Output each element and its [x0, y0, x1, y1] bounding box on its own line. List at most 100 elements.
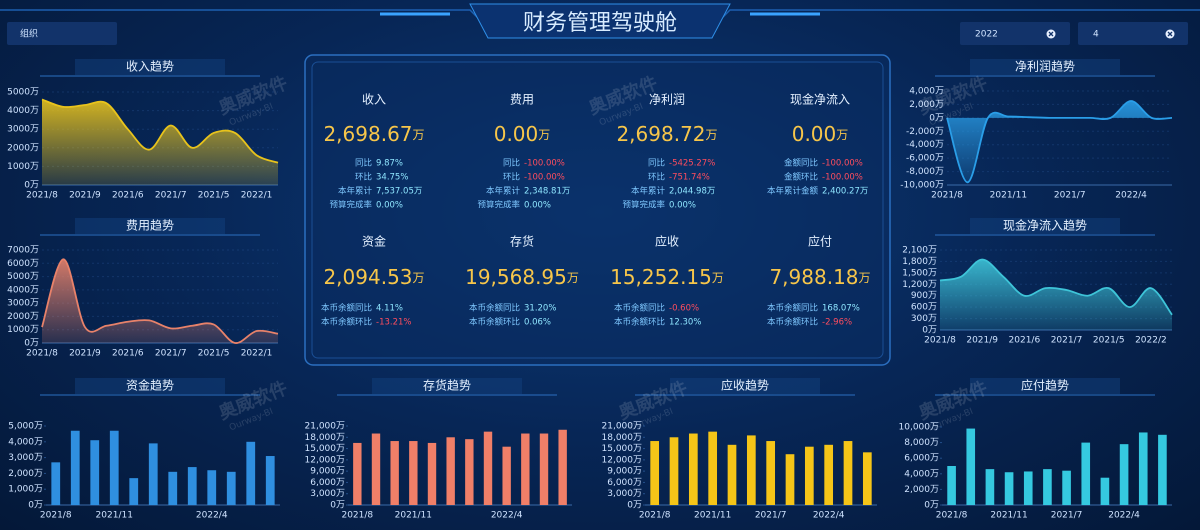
y-tick-label: 9,000万 — [310, 467, 345, 477]
kpi-detail-value: -13.21% — [376, 318, 411, 328]
kpi-detail-label: 同比 — [503, 158, 520, 169]
y-tick-label: 6,000万 — [607, 478, 642, 488]
bar — [947, 466, 956, 505]
bar — [824, 444, 834, 505]
kpi-unit: 万 — [538, 128, 550, 142]
kpi-number: 2,698.72 — [616, 122, 705, 146]
kpi-detail-value: 0.00% — [524, 201, 551, 211]
x-tick-label: 2021/7 — [1051, 511, 1083, 521]
kpi-detail-value: 4.11% — [376, 304, 403, 314]
chart-title-bar — [970, 378, 1120, 394]
bar — [390, 441, 399, 505]
month-filter-value[interactable]: 4 — [1093, 30, 1099, 40]
chart-title: 净利润趋势 — [1015, 60, 1075, 74]
x-tick-label: 2022/1 — [241, 191, 273, 201]
chart-title-bar — [75, 59, 225, 75]
y-tick-label: 3,000万 — [310, 489, 345, 499]
y-tick-label: 300万 — [911, 314, 937, 324]
bar — [843, 441, 853, 505]
kpi-detail-value: 2,044.98万 — [669, 187, 715, 197]
x-tick-label: 2022/4 — [813, 511, 845, 521]
kpi-number: 2,094.53 — [323, 265, 412, 289]
bar — [187, 467, 197, 505]
kpi-value: 7,988.18万 — [769, 265, 870, 289]
chart-title-bar — [970, 218, 1120, 234]
chart: 净利润趋势 -10,000万 -8,000万 -6,000万 -4,000万 -2,000… — [900, 59, 1173, 201]
x-tick-label: 2021/7 — [1051, 336, 1083, 346]
y-tick-label: 2,000万 — [8, 469, 43, 479]
kpi-detail-label: 金额环比 — [784, 172, 818, 183]
line — [41, 98, 279, 164]
x-tick-label: 2021/5 — [198, 349, 230, 359]
bar — [766, 441, 776, 505]
chart-title-bar — [372, 378, 522, 394]
bar — [708, 431, 718, 505]
chart-title-bar — [970, 59, 1120, 75]
y-tick-label: 1000万 — [7, 325, 39, 335]
kpi-value: 2,698.72万 — [616, 122, 717, 146]
org-filter[interactable] — [7, 22, 117, 45]
bar — [669, 437, 679, 505]
org-filter-label[interactable]: 组织 — [20, 28, 38, 40]
bar — [265, 456, 275, 505]
y-tick-label: 0万 — [627, 501, 642, 511]
x-tick-label: 2021/11 — [990, 191, 1027, 201]
bar — [966, 428, 976, 505]
kpi-unit: 万 — [712, 271, 724, 285]
kpi-detail-value: -100.00% — [822, 159, 863, 169]
header-plate — [469, 3, 731, 39]
chart-title: 存货趋势 — [423, 378, 471, 393]
kpi-detail-value: 0.06% — [524, 318, 551, 328]
kpi-detail-value: -100.00% — [822, 173, 863, 183]
bar — [1062, 470, 1071, 505]
y-tick-label: 2,000万 — [904, 485, 939, 495]
kpi-detail-label: 本币余额同比 — [614, 303, 665, 314]
month-filter[interactable] — [1078, 22, 1188, 45]
kpi-detail-value: 31.20% — [524, 304, 556, 314]
x-tick-label: 2022/1 — [241, 349, 273, 359]
x-tick-label: 2021/11 — [395, 511, 432, 521]
x-tick-label: 2022/4 — [196, 511, 228, 521]
year-filter[interactable] — [960, 22, 1070, 45]
chart: 费用趋势 0万 1000万 2000万 3000万 4000万 5000万 6000万 7000… — [7, 218, 279, 359]
bar — [521, 433, 530, 505]
y-tick-label: 5000万 — [7, 272, 39, 282]
kpi-name: 收入 — [362, 93, 386, 107]
y-tick-label: 4,000万 — [8, 437, 43, 447]
year-filter-value[interactable]: 2022 — [975, 30, 998, 40]
bar — [446, 437, 455, 505]
y-tick-label: 21,000万 — [602, 422, 643, 432]
bar — [1138, 432, 1148, 505]
y-tick-label: 0万 — [924, 501, 939, 511]
bar — [70, 430, 80, 505]
y-tick-label: 0万 — [330, 501, 345, 511]
bar — [502, 446, 511, 505]
bar — [409, 441, 418, 505]
kpi-value: 15,252.15万 — [610, 265, 724, 289]
x-tick-label: 2021/9 — [69, 349, 101, 359]
y-tick-label: 1000万 — [7, 162, 39, 172]
y-tick-label: 2,100万 — [902, 246, 937, 256]
y-tick-label: 12,000万 — [305, 455, 346, 465]
kpi-detail-value: -751.74% — [669, 173, 710, 183]
clear-month-icon — [1167, 31, 1173, 37]
y-tick-label: 18,000万 — [305, 433, 346, 443]
y-tick-label: 2,000万 — [909, 100, 944, 110]
y-tick-label: 3,000万 — [8, 453, 43, 463]
x-tick-label: 2021/11 — [96, 511, 133, 521]
x-tick-label: 2021/11 — [990, 511, 1027, 521]
y-tick-label: 6000万 — [7, 259, 39, 269]
x-tick-label: 2021/11 — [694, 511, 731, 521]
kpi-detail-label: 金额同比 — [784, 158, 818, 169]
kpi-detail-value: -0.60% — [669, 304, 699, 314]
kpi-name: 存货 — [510, 234, 534, 249]
chart: 资金趋势 0万 1,000万 2,000万 3,000万 4,000万 5,000万 2021… — [8, 378, 280, 521]
bar — [1023, 471, 1033, 505]
x-tick-label: 2022/4 — [1115, 191, 1147, 201]
bar — [862, 452, 872, 505]
kpi-panel-inner — [311, 61, 884, 359]
x-tick-label: 2021/8 — [40, 511, 72, 521]
y-tick-label: 18,000万 — [602, 433, 643, 443]
